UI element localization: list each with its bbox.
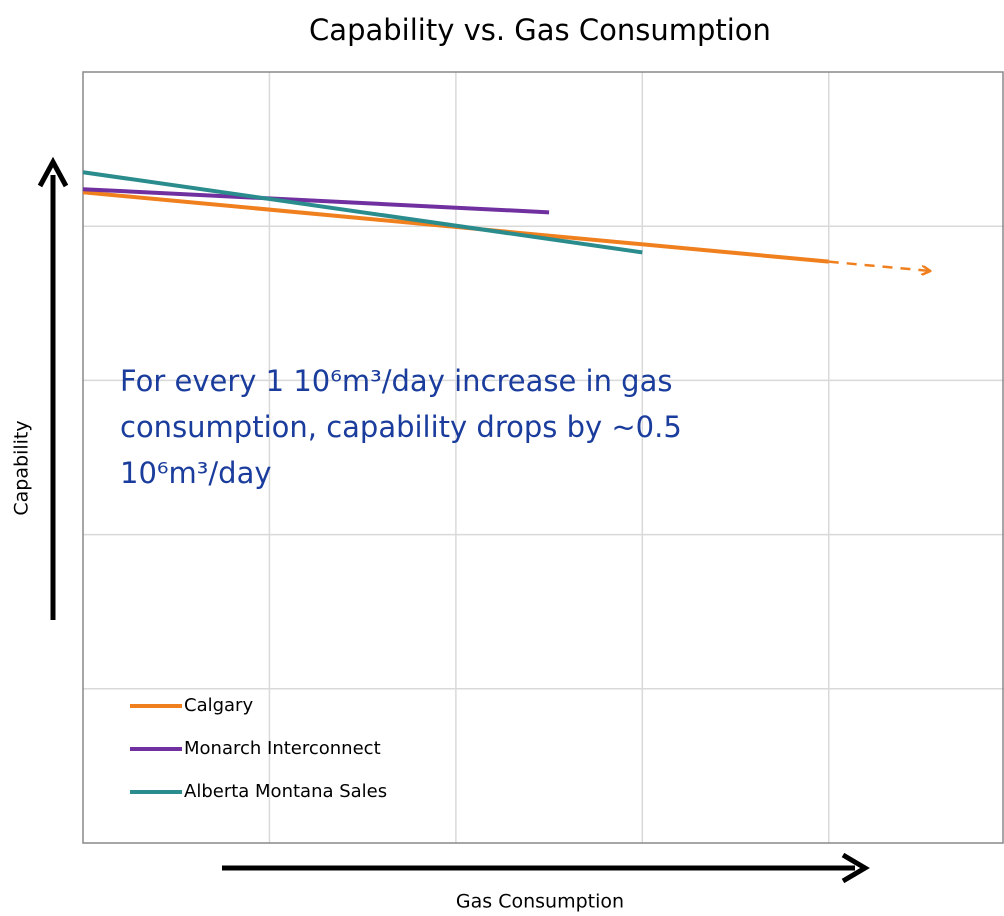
legend-label: Monarch Interconnect xyxy=(184,738,381,759)
series-line xyxy=(82,170,643,255)
x-arrow-head xyxy=(841,852,870,884)
series-line xyxy=(82,187,550,215)
x-axis-label: Gas Consumption xyxy=(456,891,624,913)
legend-label: Calgary xyxy=(184,695,253,716)
annotation: For every 1 10⁶m³/day increase in gas co… xyxy=(120,364,682,490)
projection-line xyxy=(828,260,930,271)
chart-title: Capability vs. Gas Consumption xyxy=(309,13,771,47)
y-axis-label: Capability xyxy=(11,420,33,515)
legend: Calgary Monarch Interconnect Alberta Monta… xyxy=(130,695,387,802)
y-arrow-head xyxy=(37,156,69,188)
lines xyxy=(82,170,930,271)
plot-frame xyxy=(82,71,1004,844)
legend-label: Alberta Montana Sales xyxy=(184,781,387,802)
